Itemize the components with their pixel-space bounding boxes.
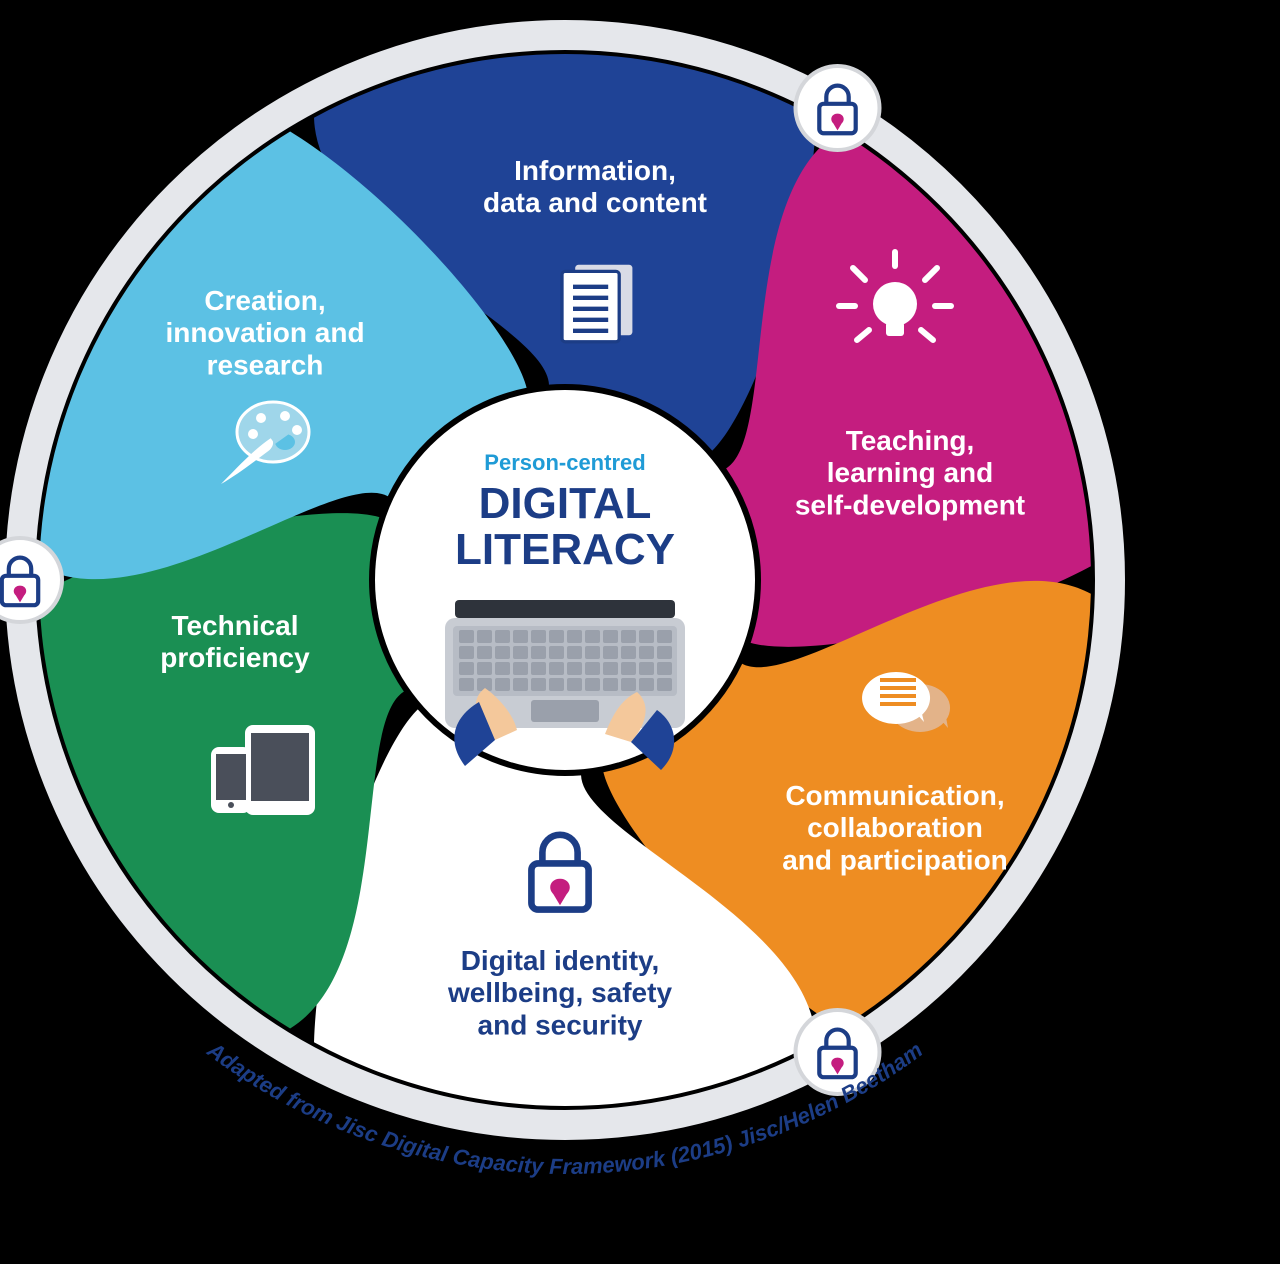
center-subtitle: Person-centred [484,450,645,475]
lock-badge [796,66,880,150]
center-title-2: LITERACY [455,525,675,574]
segment-label: Digital identity,wellbeing, safetyand se… [447,945,672,1040]
lock-badge [0,538,62,622]
segment-label: Technicalproficiency [160,610,310,673]
center-title-1: DIGITAL [479,479,652,528]
segment-label: Information,data and content [483,155,707,218]
document-icon [562,265,632,342]
segment-label: Communication,collaborationand participa… [782,780,1008,875]
